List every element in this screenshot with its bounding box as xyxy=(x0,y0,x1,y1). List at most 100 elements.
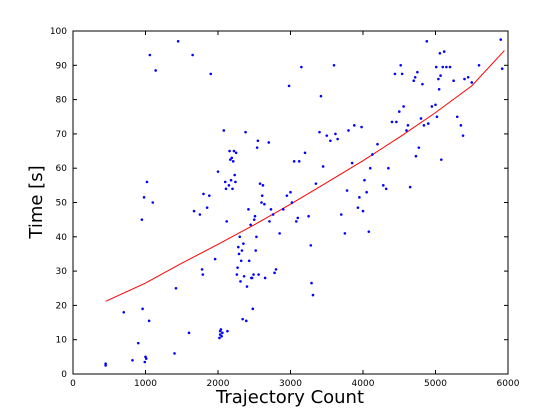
data-point xyxy=(201,273,205,276)
data-point xyxy=(345,189,349,192)
data-point xyxy=(145,180,149,184)
x-tick-label: 1000 xyxy=(134,379,157,389)
data-point xyxy=(417,146,421,149)
data-point xyxy=(263,202,266,206)
data-point xyxy=(143,360,147,364)
data-point xyxy=(218,333,222,336)
y-tick-label: 0 xyxy=(61,370,67,380)
data-point xyxy=(241,317,244,321)
x-tick-label: 6000 xyxy=(497,379,520,389)
data-point xyxy=(229,178,233,182)
data-point xyxy=(382,184,385,187)
data-point xyxy=(419,117,423,120)
data-point xyxy=(412,79,416,83)
data-point xyxy=(438,51,442,55)
data-point xyxy=(397,110,401,113)
data-point xyxy=(258,182,262,185)
data-point xyxy=(242,242,245,245)
data-point xyxy=(281,208,285,211)
data-point xyxy=(237,245,240,249)
data-point xyxy=(176,39,180,43)
data-point xyxy=(228,149,231,153)
y-axis-title: Time [s] xyxy=(26,165,47,239)
data-point xyxy=(250,276,254,280)
data-point xyxy=(448,65,452,69)
data-point xyxy=(269,208,273,211)
data-point xyxy=(191,53,194,57)
data-point xyxy=(402,105,405,108)
data-point xyxy=(441,65,445,69)
y-tick-label: 80 xyxy=(56,96,68,106)
data-point xyxy=(296,216,300,220)
data-point xyxy=(408,185,412,189)
data-point xyxy=(209,72,213,76)
data-point xyxy=(459,124,463,127)
x-tick-label: 3000 xyxy=(279,379,302,389)
data-point xyxy=(368,166,372,170)
data-point xyxy=(220,334,223,338)
data-point xyxy=(463,77,466,81)
data-point xyxy=(251,307,255,311)
data-point xyxy=(227,184,231,187)
data-point xyxy=(363,178,366,182)
data-point xyxy=(234,151,238,155)
data-point xyxy=(334,132,337,136)
data-point xyxy=(104,362,107,366)
data-point xyxy=(405,129,408,132)
data-point xyxy=(325,134,329,137)
data-point xyxy=(235,273,239,276)
data-point xyxy=(237,252,241,256)
x-tick-label: 2000 xyxy=(207,379,230,389)
data-point xyxy=(239,280,242,283)
data-point xyxy=(223,180,227,184)
data-point xyxy=(500,67,504,71)
data-point xyxy=(208,194,211,197)
data-point xyxy=(225,220,228,223)
data-point xyxy=(287,84,291,88)
data-point xyxy=(263,276,267,280)
data-point xyxy=(236,266,239,269)
data-point xyxy=(319,94,323,98)
data-point xyxy=(174,286,178,290)
data-point xyxy=(361,209,365,213)
data-point xyxy=(142,196,146,199)
data-point xyxy=(437,77,440,81)
data-point xyxy=(300,65,303,69)
data-point xyxy=(229,158,232,161)
data-point xyxy=(136,341,140,345)
y-tick-label: 60 xyxy=(56,164,68,174)
data-point xyxy=(339,213,343,216)
data-point xyxy=(347,129,350,132)
data-point xyxy=(466,76,470,79)
data-point xyxy=(151,201,155,204)
data-point xyxy=(445,65,448,69)
data-point xyxy=(314,182,318,185)
data-point xyxy=(367,230,371,233)
y-tick-label: 10 xyxy=(56,336,68,346)
data-point xyxy=(470,81,474,84)
data-point xyxy=(422,124,426,127)
data-point xyxy=(242,274,246,278)
data-point xyxy=(268,220,271,223)
data-point xyxy=(187,331,191,335)
data-point xyxy=(267,141,271,144)
data-point xyxy=(278,232,281,235)
data-point xyxy=(297,160,301,163)
data-point xyxy=(425,39,429,43)
data-point xyxy=(261,184,265,187)
data-point xyxy=(192,209,196,213)
data-point xyxy=(455,115,459,119)
data-point xyxy=(416,70,419,74)
data-point xyxy=(329,139,332,143)
data-point xyxy=(452,79,455,83)
data-point xyxy=(240,249,244,252)
data-point xyxy=(254,249,257,252)
data-point xyxy=(216,170,220,173)
data-point xyxy=(252,273,255,276)
y-tick-label: 20 xyxy=(56,301,68,311)
data-point xyxy=(122,310,126,314)
data-point xyxy=(384,187,388,191)
data-point xyxy=(131,358,134,362)
data-point xyxy=(400,72,404,76)
